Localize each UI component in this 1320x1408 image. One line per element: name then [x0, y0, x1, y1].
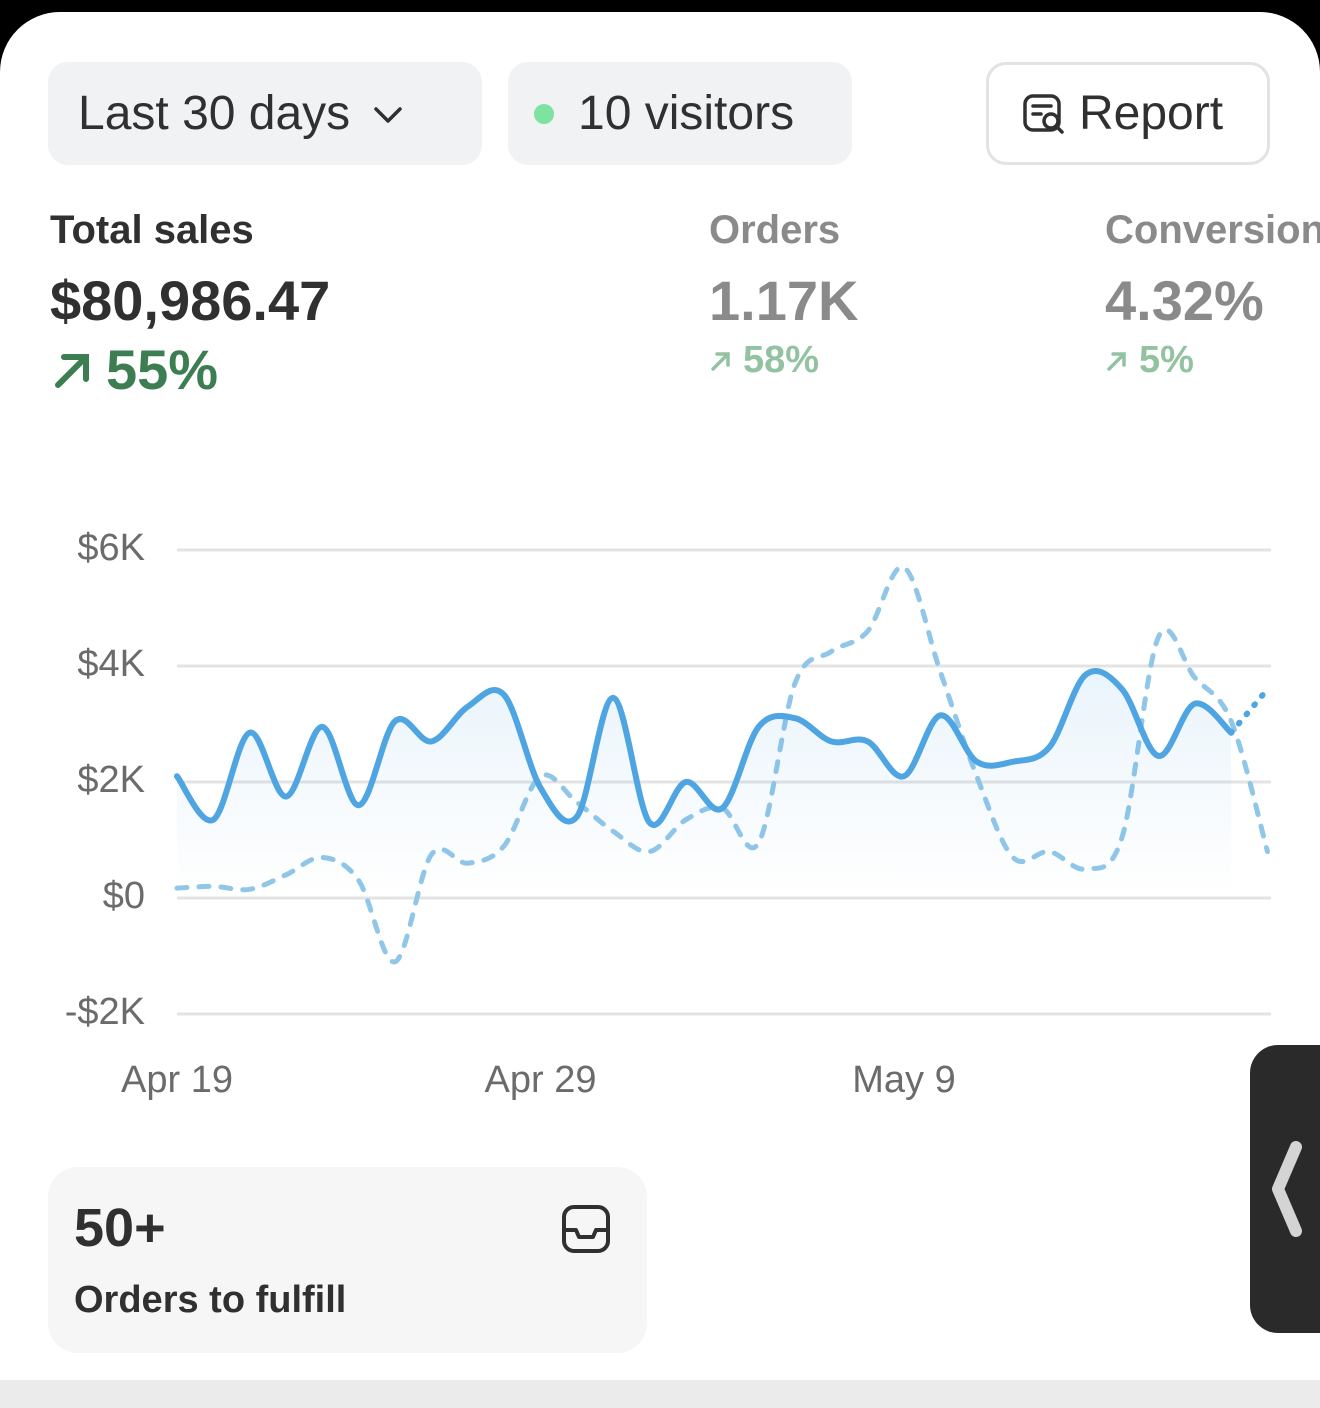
current-period-partial-line	[1228, 686, 1271, 736]
metric-change: 5%	[1139, 339, 1194, 381]
metric-label: Orders	[709, 208, 841, 252]
up-arrow-icon	[711, 351, 730, 371]
y-tick-label: $6K	[77, 527, 145, 569]
metric-change-row: 5%	[1105, 339, 1320, 382]
visitors-label: 10 visitors	[578, 87, 795, 140]
metric-total-sales[interactable]: Total sales $80,986.47 55%	[50, 208, 330, 402]
live-dot	[534, 103, 554, 124]
chevron-down-icon	[374, 106, 402, 123]
y-tick-label: $0	[103, 875, 145, 917]
bottom-divider	[0, 1380, 1320, 1408]
current-period-line	[174, 668, 1235, 828]
metric-conversion[interactable]: Conversion rate 4.32% 5%	[1105, 208, 1320, 382]
area-fill	[177, 670, 1232, 898]
date-range-label: Last 30 days	[78, 87, 351, 140]
report-icon	[1023, 93, 1064, 134]
side-drawer-tab[interactable]	[1250, 1045, 1320, 1333]
metric-label: Total sales	[50, 208, 254, 252]
up-arrow-icon	[55, 353, 89, 388]
metric-value: 4.32%	[1105, 269, 1264, 332]
metric-orders[interactable]: Orders 1.17K 58%	[709, 208, 858, 382]
chevron-left-icon	[1272, 1141, 1302, 1237]
y-tick-label: $2K	[77, 759, 145, 801]
y-tick-label: $4K	[77, 643, 145, 685]
metric-label: Conversion rate	[1105, 208, 1320, 252]
date-range-button[interactable]: Last 30 days	[48, 62, 482, 165]
metric-change: 58%	[743, 339, 820, 381]
metric-change: 55%	[106, 338, 219, 401]
metric-value: $80,986.47	[50, 269, 331, 332]
metric-change-row: 55%	[50, 337, 330, 402]
dashboard-card: Last 30 days 10 visitors Report Total sa…	[0, 12, 1320, 1408]
metric-value: 1.17K	[709, 269, 859, 332]
sales-chart: $6K $4K $2K $0 -$2K Apr 19 Apr 29 May 9	[65, 527, 1271, 1101]
metric-change-row: 58%	[709, 339, 858, 382]
report-label: Report	[1079, 87, 1224, 140]
inbox-icon	[562, 1205, 610, 1253]
visitors-button[interactable]: 10 visitors	[508, 62, 852, 165]
x-tick-label: Apr 19	[121, 1059, 233, 1101]
fulfill-card[interactable]: 50+ Orders to fulfill	[48, 1167, 647, 1353]
fulfill-label: Orders to fulfill	[74, 1279, 347, 1321]
report-button[interactable]: Report	[986, 62, 1270, 165]
y-tick-label: -$2K	[65, 991, 145, 1033]
x-tick-label: Apr 29	[485, 1059, 597, 1101]
fulfill-count: 50+	[74, 1198, 166, 1258]
x-tick-label: May 9	[852, 1059, 955, 1101]
up-arrow-icon	[1107, 351, 1126, 371]
